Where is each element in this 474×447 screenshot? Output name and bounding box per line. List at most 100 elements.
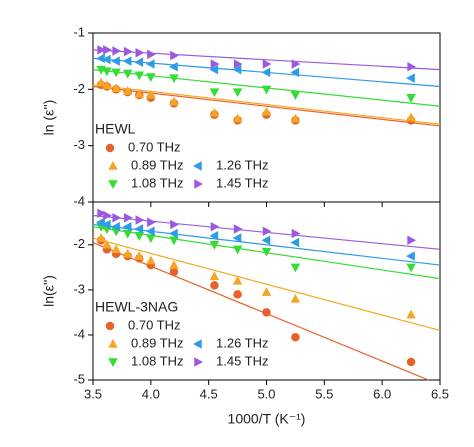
- y-tick-label: -3: [73, 281, 85, 296]
- y-tick-label: -5: [73, 371, 85, 386]
- y-tick-label: -2: [73, 236, 85, 251]
- marker: [147, 49, 156, 60]
- marker: [232, 113, 243, 123]
- marker: [233, 290, 242, 299]
- marker: [232, 64, 242, 75]
- legend-marker: [193, 161, 202, 171]
- legend-label: 1.08 THz: [131, 353, 184, 368]
- marker: [103, 45, 112, 55]
- x-tick-label: 6.5: [431, 386, 449, 401]
- marker: [232, 233, 242, 243]
- marker: [135, 215, 145, 225]
- marker: [209, 88, 220, 98]
- marker: [233, 224, 243, 234]
- legend-marker: [194, 179, 203, 189]
- marker: [406, 251, 415, 261]
- marker: [170, 219, 179, 230]
- marker: [122, 229, 133, 239]
- marker: [146, 73, 156, 82]
- marker: [96, 53, 105, 64]
- marker: [262, 308, 271, 317]
- legend-title: HEWL-3NAG: [95, 299, 178, 315]
- marker: [145, 59, 155, 69]
- x-axis-label: 1000/T (K⁻¹): [228, 411, 306, 427]
- legend-label: 1.26 THz: [216, 157, 269, 172]
- marker: [210, 59, 220, 69]
- legend-marker: [108, 161, 118, 170]
- marker: [406, 94, 416, 103]
- marker: [123, 213, 133, 223]
- marker: [406, 73, 415, 83]
- y-tick-label: -2: [73, 81, 85, 96]
- y-tick-label: -4: [73, 193, 85, 208]
- legend-marker: [108, 180, 118, 189]
- marker: [146, 255, 156, 265]
- marker: [290, 67, 300, 78]
- marker: [406, 357, 416, 367]
- marker: [134, 251, 145, 260]
- marker: [261, 106, 272, 116]
- legend-marker: [105, 143, 115, 153]
- marker: [96, 77, 106, 87]
- x-tick-label: 5.5: [315, 386, 333, 401]
- marker: [147, 217, 156, 228]
- marker: [123, 46, 133, 57]
- legend-marker: [108, 358, 118, 367]
- legend-label: 0.70 THz: [128, 317, 181, 332]
- marker: [290, 113, 301, 123]
- marker: [232, 275, 243, 285]
- marker: [169, 74, 179, 84]
- marker: [407, 62, 417, 72]
- marker: [169, 260, 179, 269]
- marker: [209, 271, 220, 281]
- marker: [111, 68, 121, 78]
- marker: [170, 50, 179, 61]
- marker: [291, 59, 301, 69]
- marker: [406, 112, 416, 122]
- marker: [290, 293, 301, 303]
- marker: [103, 210, 112, 221]
- marker: [406, 309, 416, 319]
- legend-label: 0.89 THz: [131, 157, 184, 172]
- marker: [291, 332, 300, 342]
- marker: [101, 219, 111, 230]
- marker: [146, 89, 156, 99]
- marker: [209, 241, 220, 250]
- x-tick-label: 3.5: [84, 386, 102, 401]
- marker: [134, 224, 144, 234]
- marker: [210, 281, 219, 290]
- marker: [168, 228, 178, 239]
- legend-marker: [108, 339, 118, 348]
- legend-label: 1.26 THz: [216, 335, 269, 350]
- marker: [209, 64, 219, 75]
- marker: [261, 85, 272, 95]
- marker: [406, 263, 416, 273]
- marker: [112, 46, 122, 56]
- x-tick-label: 5.0: [257, 386, 275, 401]
- marker: [169, 236, 179, 246]
- marker: [111, 222, 120, 232]
- y-axis-label: ln(ε''): [41, 275, 57, 307]
- marker: [261, 247, 272, 257]
- fit-line: [92, 237, 441, 332]
- marker: [122, 248, 133, 258]
- marker: [111, 244, 121, 254]
- legend-marker: [194, 357, 203, 367]
- marker: [102, 67, 112, 77]
- legend-marker: [105, 321, 115, 331]
- legend-label: 1.08 THz: [131, 175, 184, 190]
- marker: [290, 263, 301, 273]
- marker: [122, 69, 133, 79]
- marker: [262, 226, 272, 237]
- marker: [210, 222, 220, 232]
- marker: [262, 59, 272, 69]
- legend-marker: [193, 339, 202, 349]
- marker: [96, 233, 106, 242]
- marker: [102, 239, 112, 249]
- x-tick-label: 4.5: [200, 386, 218, 401]
- x-tick-label: 6.0: [373, 386, 391, 401]
- marker: [122, 222, 132, 232]
- marker: [134, 71, 145, 81]
- legend-label: 0.89 THz: [131, 335, 184, 350]
- marker: [122, 56, 132, 66]
